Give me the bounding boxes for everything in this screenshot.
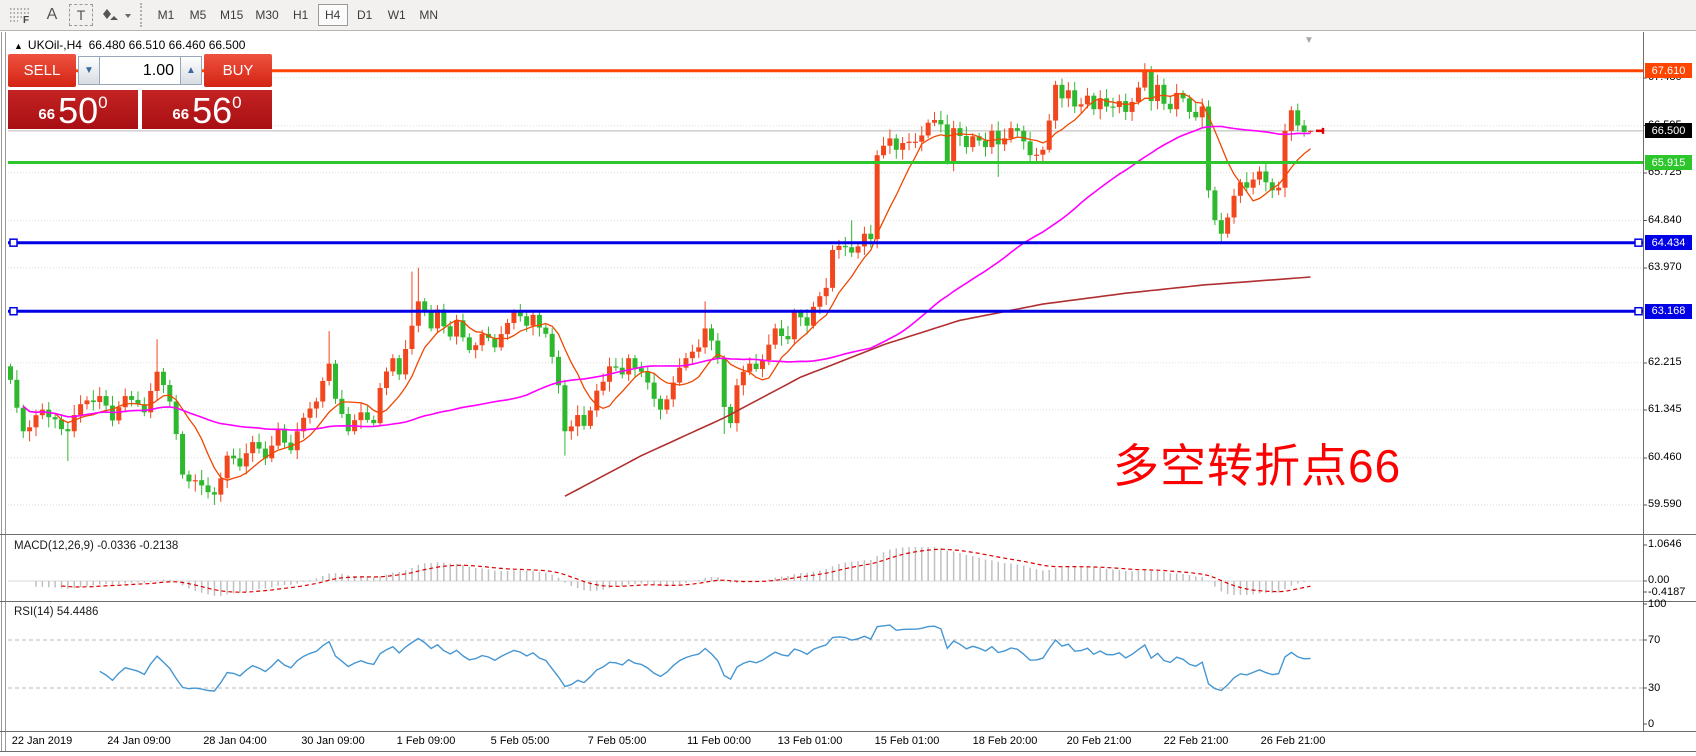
buy-price-big: 56 [192, 90, 233, 131]
time-axis-label: 28 Jan 04:00 [203, 735, 267, 747]
window-edge-line [1, 32, 2, 751]
tab-timeframe-h4[interactable]: H4 [317, 4, 348, 26]
price-axis-tick: 63.970 [1648, 261, 1682, 274]
line-handle[interactable] [9, 238, 18, 247]
sell-button[interactable]: SELL [8, 54, 76, 87]
line-handle[interactable] [1634, 306, 1643, 316]
rsi-axis-tick: 70 [1648, 633, 1661, 646]
sell-price-big: 50 [58, 90, 99, 131]
buy-price-prefix: 66 [172, 106, 190, 123]
price-axis-tick: 62.215 [1648, 356, 1682, 369]
rsi-axis-tick: 0 [1648, 717, 1655, 730]
fast-ma-line[interactable] [22, 92, 1311, 481]
main-price-pane [8, 63, 1643, 506]
time-axis-label: 30 Jan 09:00 [301, 735, 365, 747]
time-axis-label: 22 Jan 2019 [11, 735, 73, 747]
macd-axis-tick: 1.0646 [1648, 538, 1682, 550]
label-a-icon[interactable]: A [46, 6, 58, 23]
line-handle[interactable] [1634, 238, 1643, 247]
sell-price-display[interactable]: 66 50 0 [8, 90, 138, 129]
line-handle[interactable] [9, 306, 18, 316]
tab-timeframe-m5[interactable]: M5 [189, 8, 207, 22]
time-axis-label: 18 Feb 20:00 [972, 735, 1038, 747]
last-price-marker [1316, 127, 1325, 134]
price-axis-tick: 60.460 [1648, 451, 1682, 464]
macd-pane [8, 547, 1643, 596]
macd-axis-tick: 0.00 [1648, 574, 1670, 586]
sell-price-sup: 0 [98, 93, 108, 112]
time-axis-label: 15 Feb 01:00 [874, 735, 940, 747]
time-axis-label: 22 Feb 21:00 [1163, 735, 1229, 747]
grid-f-icon[interactable]: F [5, 3, 35, 27]
macd-histogram [35, 547, 1312, 596]
arrows-icon[interactable] [95, 3, 135, 27]
price-badge-66.500: 66.500 [1645, 123, 1692, 139]
ohlc-readout: 66.480 66.510 66.460 66.500 [88, 38, 246, 52]
price-badge-64.434: 64.434 [1645, 235, 1692, 251]
pane-borders [0, 32, 1696, 752]
time-axis-label: 26 Feb 21:00 [1260, 735, 1326, 747]
time-axis-label: 5 Feb 05:00 [490, 735, 550, 747]
rsi-axis-tick: 100 [1648, 597, 1667, 610]
price-badge-63.168: 63.168 [1645, 303, 1692, 319]
time-axis-label: 7 Feb 05:00 [587, 735, 647, 747]
tab-timeframe-h1[interactable]: H1 [293, 8, 309, 22]
time-axis-label: 1 Feb 09:00 [396, 735, 456, 747]
tab-timeframe-d1[interactable]: D1 [357, 8, 373, 22]
volume-up-button[interactable]: ▲ [180, 56, 202, 85]
tab-timeframe-m30[interactable]: M30 [255, 8, 279, 22]
rsi-line [99, 624, 1311, 692]
arrows-glyph [103, 9, 131, 20]
buy-price-display[interactable]: 66 56 0 [142, 90, 272, 129]
macd-axis-tick: -0.4187 [1648, 586, 1686, 598]
volume-stepper: ▼ 1.00 ▲ [78, 56, 202, 85]
grid-f-glyph: F [10, 8, 30, 24]
svg-text:F: F [23, 15, 29, 24]
sell-price-prefix: 66 [38, 106, 56, 123]
tab-timeframe-m15[interactable]: M15 [220, 8, 244, 22]
chart-annotation-text[interactable]: 多空转折点66 [1113, 440, 1402, 492]
time-axis-label: 20 Feb 21:00 [1066, 735, 1132, 747]
rsi-label: RSI(14) 54.4486 [14, 606, 99, 618]
tab-timeframe-mn[interactable]: MN [419, 8, 439, 22]
mid-ma-line[interactable] [22, 125, 1311, 431]
volume-input[interactable]: 1.00 [100, 56, 180, 85]
tab-timeframe-w1[interactable]: W1 [387, 8, 406, 22]
buy-button[interactable]: BUY [204, 54, 272, 87]
one-click-trading-panel: SELL ▼ 1.00 ▲ BUY 66 50 0 66 56 0 [8, 54, 272, 129]
axis-ticks [1643, 77, 1647, 725]
price-axis-tick: 61.345 [1648, 403, 1682, 416]
rsi-axis-tick: 30 [1648, 681, 1661, 694]
price-axis-tick: 64.840 [1648, 214, 1682, 227]
panel-collapse-icon[interactable]: ▲ [14, 41, 23, 51]
rsi-pane [8, 624, 1643, 692]
macd-signal-line [61, 548, 1311, 593]
time-axis-label: 24 Jan 09:00 [107, 735, 171, 747]
time-axis-label: 13 Feb 01:00 [777, 735, 843, 747]
symbol-period-label: UKOil-,H4 [27, 38, 82, 52]
time-axis-label: 11 Feb 00:00 [686, 735, 752, 747]
text-t-icon[interactable]: T [69, 4, 93, 26]
toolbar-separator [140, 3, 146, 27]
slow-ma-line[interactable] [564, 276, 1311, 497]
price-badge-65.915: 65.915 [1645, 155, 1692, 171]
chart-header: ▲ UKOil-,H4 66.480 66.510 66.460 66.500 [14, 38, 245, 52]
window-splitter[interactable] [5, 32, 6, 751]
toolbar: F A T M1 M5 M15 M30 H1 H4 D1 W1 MN [0, 0, 1696, 31]
buy-price-sup: 0 [232, 93, 242, 112]
macd-label: MACD(12,26,9) -0.0336 -0.2138 [14, 540, 179, 552]
candlestick-series [8, 63, 1313, 505]
tab-timeframe-m1[interactable]: M1 [157, 8, 175, 22]
price-badge-67.610: 67.610 [1645, 63, 1692, 79]
price-axis-tick: 59.590 [1648, 498, 1682, 511]
chart-shift-marker-icon[interactable]: ▼ [1304, 35, 1314, 46]
volume-down-button[interactable]: ▼ [78, 56, 100, 85]
